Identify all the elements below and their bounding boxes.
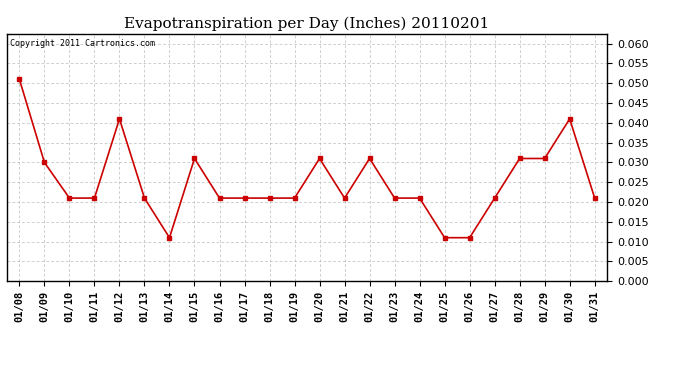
Title: Evapotranspiration per Day (Inches) 20110201: Evapotranspiration per Day (Inches) 2011…: [124, 17, 490, 31]
Text: Copyright 2011 Cartronics.com: Copyright 2011 Cartronics.com: [10, 39, 155, 48]
